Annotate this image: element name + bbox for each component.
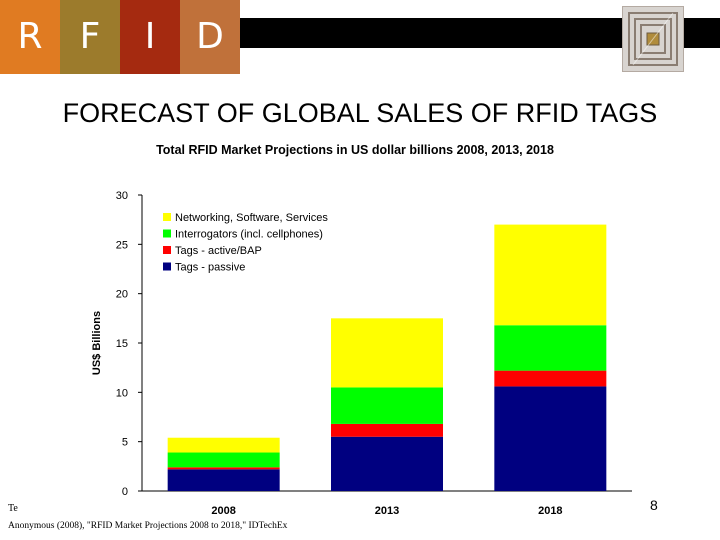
bar-segment [494, 325, 607, 371]
legend-swatch [163, 262, 171, 271]
x-tick-label: 2018 [538, 505, 562, 517]
bar-segment [494, 224, 607, 326]
page-number: 8 [650, 497, 658, 513]
slide-title: FORECAST OF GLOBAL SALES OF RFID TAGS [62, 98, 658, 128]
legend-swatch [163, 246, 171, 254]
bar-segment [167, 437, 280, 453]
legend-swatch [163, 229, 171, 238]
x-tick-label: 2008 [211, 505, 235, 517]
legend-label: Networking, Software, Services [175, 212, 328, 224]
y-tick-label: 20 [116, 289, 128, 301]
bar-segment [331, 436, 443, 491]
rfid-chip-icon [622, 6, 684, 72]
y-tick-label: 15 [116, 338, 128, 350]
bar-segment [331, 318, 443, 388]
y-tick-label: 0 [122, 486, 128, 498]
y-tick-label: 25 [116, 239, 128, 251]
header-letter-r: R [0, 0, 60, 74]
bar-segment [167, 467, 280, 470]
header-letter-f: F [60, 0, 120, 74]
header-letter-i: I [120, 0, 180, 74]
bar-segment [167, 452, 280, 468]
chart-title: Total RFID Market Projections in US doll… [156, 143, 554, 157]
y-tick-label: 30 [116, 190, 128, 202]
bar-segment [494, 370, 607, 387]
footer-text: Te [8, 503, 18, 514]
y-axis-label: US$ Billions [91, 311, 103, 375]
bar-segment [331, 387, 443, 424]
legend-label: Tags - active/BAP [175, 245, 262, 257]
legend-swatch [163, 213, 171, 221]
legend-label: Tags - passive [175, 262, 245, 274]
header-letter-d: D [180, 0, 240, 74]
y-tick-label: 10 [116, 387, 128, 399]
citation: Anonymous (2008), "RFID Market Projectio… [8, 521, 288, 531]
legend-label: Interrogators (incl. cellphones) [175, 229, 323, 241]
bar-segment [167, 469, 280, 491]
bar-segment [331, 423, 443, 437]
bar-segment [494, 386, 607, 491]
y-tick-label: 5 [122, 437, 128, 449]
x-tick-label: 2013 [375, 505, 399, 517]
